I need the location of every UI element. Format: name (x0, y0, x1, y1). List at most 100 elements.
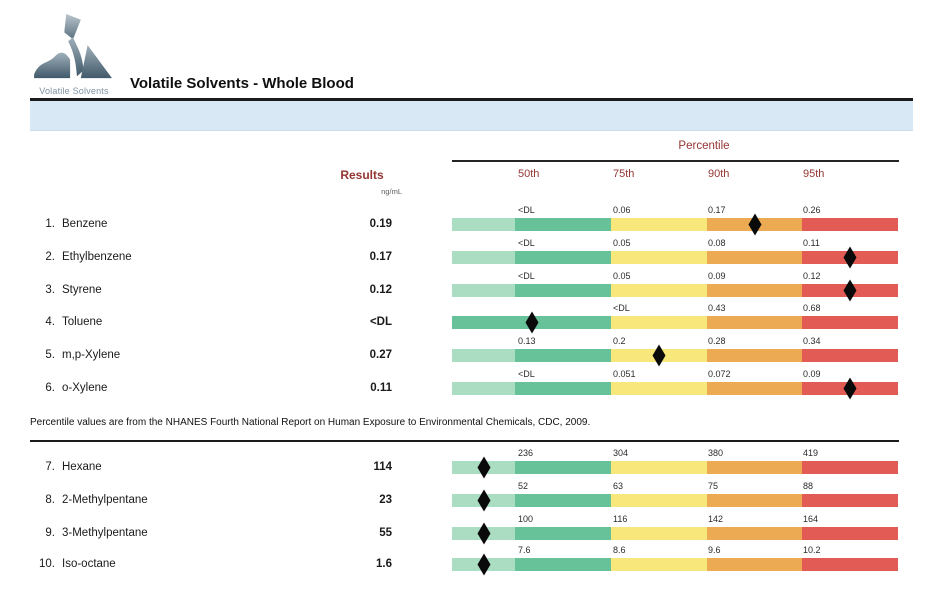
percentile-bar: <DL 0.05 0.08 0.11 (452, 238, 898, 269)
percentile-value-label: 7.6 (518, 545, 531, 555)
column-header-75th: 75th (613, 168, 635, 180)
percentile-value-label: 0.072 (708, 369, 731, 379)
source-note: Percentile values are from the NHANES Fo… (30, 417, 591, 428)
percentile-value-label: 0.34 (803, 336, 821, 346)
bar-segment-yellow (611, 251, 707, 264)
bar-segment-yellow (611, 284, 707, 297)
bar-segment-red (802, 316, 898, 329)
percentile-value-label: 0.08 (708, 238, 726, 248)
analyte-name: 2-Methylpentane (62, 494, 148, 506)
percentile-rule (452, 160, 899, 162)
header-rule (30, 98, 913, 101)
bar-segment-red (802, 527, 898, 540)
result-marker-icon (477, 553, 490, 576)
percentile-value-label: 0.11 (803, 238, 820, 248)
bar-segment-red (802, 218, 898, 231)
analyte-index: 6. (45, 382, 55, 394)
result-value: 0.11 (370, 382, 392, 394)
bar-segment-orange (707, 558, 802, 571)
column-header-90th: 90th (708, 168, 730, 180)
bar-segment-yellow (611, 316, 707, 329)
bar-segment-green (515, 558, 611, 571)
percentile-value-label: 10.2 (803, 545, 821, 555)
percentile-value-label: 0.051 (613, 369, 636, 379)
logo-caption: Volatile Solvents (39, 86, 109, 96)
bar-segment-orange (707, 251, 802, 264)
analyte-index: 9. (45, 527, 55, 539)
percentile-value-label: 0.05 (613, 238, 631, 248)
result-marker-icon (525, 311, 538, 334)
percentile-value-label: 0.26 (803, 205, 821, 215)
percentile-bar: 52 63 75 88 (452, 481, 898, 512)
percentile-value-label: 116 (613, 514, 628, 524)
percentile-value-label: 0.2 (613, 336, 626, 346)
bar-segment-yellow (611, 461, 707, 474)
bar-segment-red (802, 494, 898, 507)
percentile-value-label: 88 (803, 481, 814, 491)
bar-segment-lightgreen (452, 251, 515, 264)
percentile-value-label: 0.12 (803, 271, 821, 281)
bar-segment-orange (707, 349, 802, 362)
analyte-row: 7. Hexane 114 236 304 380 419 (0, 448, 938, 479)
bar-segment-orange (707, 461, 802, 474)
percentile-value-label: 0.09 (803, 369, 821, 379)
bar-segment-green (515, 382, 611, 395)
result-value: 55 (379, 527, 392, 539)
bar-segment-green (515, 218, 611, 231)
percentile-bar: 100 116 142 164 (452, 514, 898, 545)
analyte-name: Toluene (62, 316, 103, 328)
percentile-value-label: <DL (518, 205, 535, 215)
analyte-index: 10. (39, 558, 55, 570)
result-value: 23 (379, 494, 392, 506)
percentile-value-label: 0.09 (708, 271, 726, 281)
analyte-index: 1. (45, 218, 55, 230)
bar-segment-orange (707, 494, 802, 507)
percentile-bar: 0.13 0.2 0.28 0.34 (452, 336, 898, 367)
percentile-value-label: 0.68 (803, 303, 821, 313)
percentile-value-label: 0.13 (518, 336, 536, 346)
percentile-group-label: Percentile (678, 140, 730, 152)
bar-segment-green (515, 349, 611, 362)
percentile-bar: <DL 0.051 0.072 0.09 (452, 369, 898, 400)
bar-segment-lightgreen (452, 218, 515, 231)
result-value: 0.27 (369, 349, 392, 361)
percentile-value-label: 236 (518, 448, 534, 458)
percentile-value-label: 8.6 (613, 545, 626, 555)
percentile-value-label: <DL (613, 303, 630, 313)
percentile-bar: 7.6 8.6 9.6 10.2 (452, 545, 898, 576)
bar-segment-lightgreen (452, 349, 515, 362)
percentile-value-label: <DL (518, 369, 535, 379)
analyte-name: m,p-Xylene (62, 349, 121, 361)
analyte-index: 5. (45, 349, 55, 361)
result-marker-icon (843, 377, 857, 400)
section-divider-rule (30, 440, 899, 442)
bar-segment-orange (707, 527, 802, 540)
percentile-value-label: 0.28 (708, 336, 726, 346)
result-value: 114 (373, 461, 392, 473)
result-value: <DL (369, 316, 392, 328)
analyte-index: 7. (45, 461, 55, 473)
analyte-index: 8. (45, 494, 55, 506)
analyte-row: 4. Toluene <DL <DL 0.43 0.68 (0, 303, 938, 334)
analyte-index: 3. (45, 284, 55, 296)
percentile-value-label: 0.05 (613, 271, 631, 281)
analyte-index: 4. (45, 316, 55, 328)
bar-segment-green (515, 527, 611, 540)
percentile-value-label: 100 (518, 514, 534, 524)
analyte-name: Ethylbenzene (62, 251, 132, 263)
volatile-solvents-logo-icon (34, 13, 112, 79)
percentile-value-label: 9.6 (708, 545, 721, 555)
analyte-row: 2. Ethylbenzene 0.17 <DL 0.05 0.08 0.11 (0, 238, 938, 269)
result-marker-icon (843, 279, 857, 302)
analyte-name: Iso-octane (62, 558, 116, 570)
percentile-value-label: 380 (708, 448, 724, 458)
result-marker-icon (748, 213, 761, 236)
percentile-value-label: 0.06 (613, 205, 631, 215)
result-marker-icon (652, 344, 666, 367)
analyte-index: 2. (45, 251, 55, 263)
percentile-value-label: 63 (613, 481, 624, 491)
percentile-bar: 236 304 380 419 (452, 448, 898, 479)
result-marker-icon (477, 522, 490, 545)
bar-segment-orange (707, 316, 802, 329)
